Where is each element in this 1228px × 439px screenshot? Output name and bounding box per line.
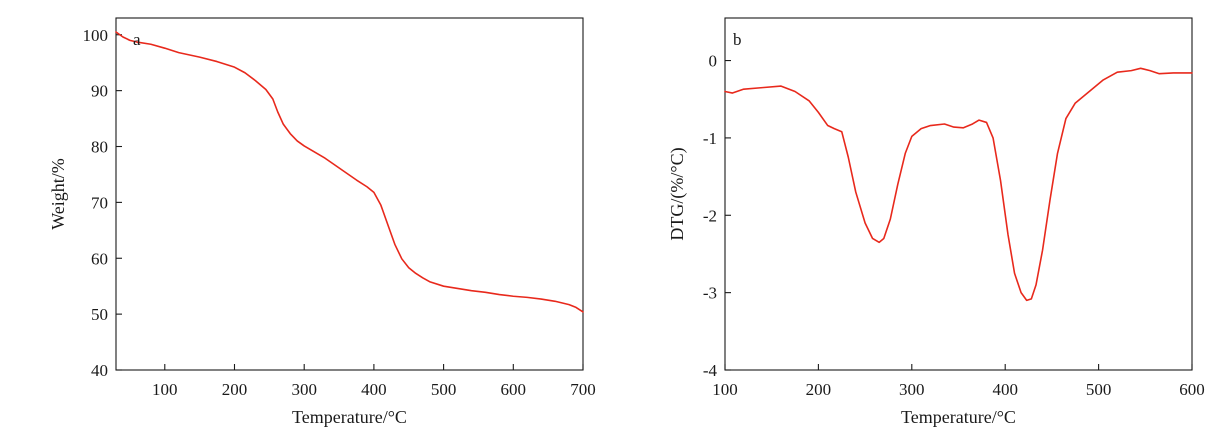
panel-b-y-tick-label: -1 bbox=[703, 129, 717, 148]
panel-b: 100 200 300 400 500 600 -4 -3 -2 -1 0 b Temperatu… bbox=[667, 17, 1205, 427]
panel-a-weight-curve bbox=[115, 31, 584, 313]
panel-b-y-tick-label: -3 bbox=[703, 284, 717, 303]
panel-b-x-tick-label: 600 bbox=[1179, 380, 1205, 399]
panel-a-y-tick-label: 40 bbox=[91, 361, 108, 380]
panel-a-y-tick-label: 80 bbox=[91, 138, 108, 157]
panel-a-x-tick-label: 200 bbox=[222, 380, 248, 399]
panel-a-y-tick-label: 60 bbox=[91, 249, 108, 268]
panel-a-y-tick-label: 100 bbox=[83, 26, 109, 45]
panel-a-x-tick-label: 300 bbox=[291, 380, 317, 399]
panel-a-y-axis: 40 50 60 70 80 90 100 bbox=[83, 26, 122, 380]
panel-a-x-tick-label: 100 bbox=[152, 380, 178, 399]
panel-b-x-tick-label: 200 bbox=[806, 380, 832, 399]
panel-b-x-tick-label: 500 bbox=[1086, 380, 1112, 399]
panel-a-x-tick-label: 700 bbox=[570, 380, 596, 399]
panel-b-x-axis: 100 200 300 400 500 600 bbox=[712, 364, 1205, 399]
panel-a-label: a bbox=[133, 30, 141, 49]
panel-b-y-axis: -4 -3 -2 -1 0 bbox=[703, 52, 731, 380]
panel-a-y-axis-title: Weight/% bbox=[48, 158, 68, 230]
panel-b-label: b bbox=[733, 30, 742, 49]
panel-b-y-tick-label: -4 bbox=[703, 361, 718, 380]
panel-a-x-axis-title: Temperature/°C bbox=[292, 407, 407, 427]
panel-a-y-tick-label: 50 bbox=[91, 305, 108, 324]
panel-a-y-tick-label: 90 bbox=[91, 82, 108, 101]
panel-b-x-axis-title: Temperature/°C bbox=[901, 407, 1016, 427]
panel-b-y-axis-title: DTG/(%/°C) bbox=[667, 147, 688, 240]
panel-a-x-tick-label: 400 bbox=[361, 380, 387, 399]
panel-a-x-tick-label: 600 bbox=[501, 380, 527, 399]
panel-b-x-tick-label: 400 bbox=[992, 380, 1018, 399]
panel-a-x-axis: 100 200 300 400 500 600 700 bbox=[152, 364, 596, 399]
panel-a-x-tick-label: 500 bbox=[431, 380, 457, 399]
panel-a-y-tick-label: 70 bbox=[91, 193, 108, 212]
panel-b-x-tick-label: 100 bbox=[712, 380, 738, 399]
panel-b-plot-frame bbox=[724, 17, 1193, 371]
panel-b-x-tick-label: 300 bbox=[899, 380, 925, 399]
panel-b-y-tick-label: -2 bbox=[703, 206, 717, 225]
panel-a-plot-frame bbox=[115, 17, 584, 371]
panel-b-y-tick-label: 0 bbox=[709, 52, 718, 71]
panel-b-dtg-curve bbox=[724, 67, 1193, 302]
